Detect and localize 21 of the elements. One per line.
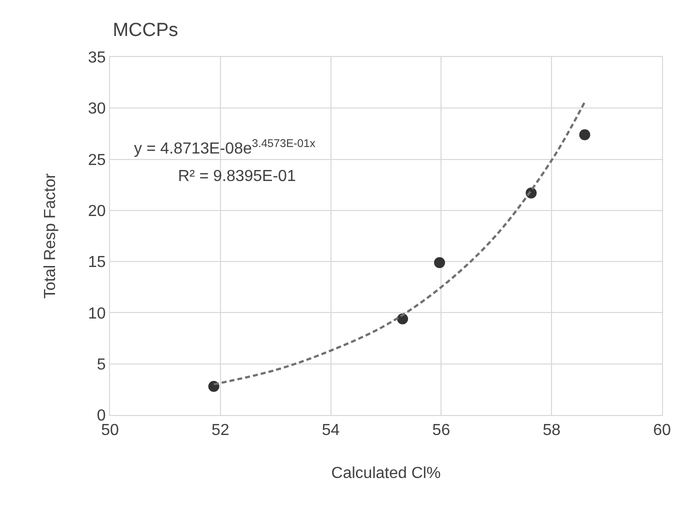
point	[434, 257, 446, 268]
annotation: y = 4.8713E-08e$^{3.4573E-01x}$	[134, 138, 316, 158]
y-tick-label: 0	[96, 408, 106, 425]
x-tick-label: 58	[542, 422, 561, 440]
x-axis-title: Calculated Cl%	[331, 464, 441, 482]
point	[579, 129, 590, 140]
y-tick-label: 30	[88, 100, 106, 118]
y-tick-label: 10	[88, 305, 106, 322]
annotation: R² = 9.8395E-01	[178, 168, 296, 185]
x-tick-label: 50	[101, 422, 119, 440]
y-tick-label: 20	[88, 203, 106, 220]
x-tick-label: 60	[653, 422, 671, 440]
y-tick-label: 15	[88, 254, 106, 272]
y-tick-label: 25	[88, 152, 106, 169]
chart-title: MCCPs	[112, 20, 178, 42]
y-tick-label: 35	[88, 50, 106, 67]
x-tick-label: 56	[432, 422, 450, 440]
x-tick-label: 54	[322, 422, 340, 440]
x-tick-label: 52	[212, 422, 230, 440]
y-tick-label: 5	[96, 356, 106, 374]
y-axis-title: Total Resp Factor	[42, 172, 59, 299]
